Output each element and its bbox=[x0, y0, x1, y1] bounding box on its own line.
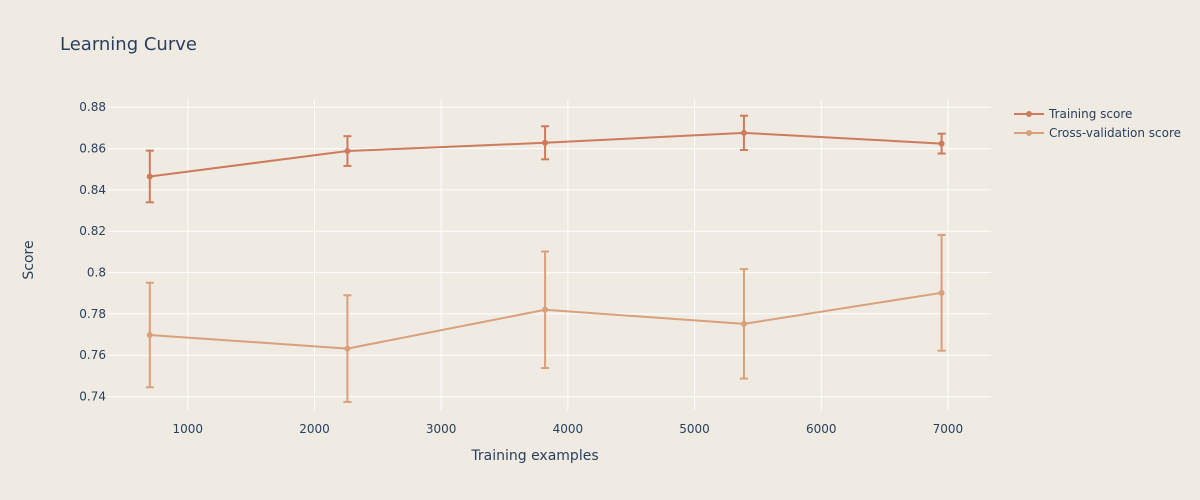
legend-label: Training score bbox=[1048, 107, 1132, 121]
x-tick-label: 3000 bbox=[426, 422, 457, 436]
series-cross-validation-score bbox=[145, 233, 946, 403]
series-training-score bbox=[145, 114, 946, 204]
x-tick-label: 2000 bbox=[299, 422, 330, 436]
legend[interactable]: Training score Cross-validation score bbox=[1014, 107, 1181, 140]
data-point[interactable] bbox=[344, 345, 351, 352]
y-tick-label: 0.84 bbox=[79, 183, 106, 197]
x-tick-label: 1000 bbox=[173, 422, 204, 436]
legend-label: Cross-validation score bbox=[1049, 126, 1181, 140]
tick-layer: 1000 2000 3000 4000 5000 6000 7000 0.74 0.76 0.78… bbox=[79, 100, 963, 436]
y-tick-label: 0.76 bbox=[79, 348, 106, 362]
y-axis-title: Score bbox=[21, 240, 37, 279]
data-point[interactable] bbox=[146, 173, 153, 180]
x-tick-label: 7000 bbox=[933, 422, 964, 436]
data-point[interactable] bbox=[938, 140, 945, 147]
x-tick-label: 6000 bbox=[806, 422, 837, 436]
legend-swatch-marker bbox=[1026, 130, 1032, 136]
y-tick-label: 0.86 bbox=[79, 142, 106, 156]
x-axis-title: Training examples bbox=[470, 448, 598, 464]
data-point[interactable] bbox=[542, 139, 549, 146]
x-tick-label: 4000 bbox=[553, 422, 584, 436]
data-point[interactable] bbox=[740, 129, 747, 136]
data-point[interactable] bbox=[542, 306, 549, 313]
grid-layer bbox=[108, 100, 991, 410]
legend-item-cross-validation-score[interactable]: Cross-validation score bbox=[1014, 126, 1181, 140]
data-point[interactable] bbox=[146, 331, 153, 338]
y-tick-label: 0.74 bbox=[79, 390, 106, 404]
y-tick-label: 0.8 bbox=[87, 266, 106, 280]
data-point[interactable] bbox=[740, 320, 747, 327]
series-layer bbox=[145, 114, 946, 403]
y-tick-label: 0.82 bbox=[79, 224, 106, 238]
legend-item-training-score[interactable]: Training score bbox=[1014, 107, 1132, 121]
chart-title: Learning Curve bbox=[60, 34, 197, 55]
x-tick-label: 5000 bbox=[679, 422, 710, 436]
data-point[interactable] bbox=[938, 289, 945, 296]
data-point[interactable] bbox=[344, 148, 351, 155]
legend-swatch-marker bbox=[1026, 111, 1032, 117]
y-tick-label: 0.88 bbox=[79, 100, 106, 114]
y-tick-label: 0.78 bbox=[79, 307, 106, 321]
